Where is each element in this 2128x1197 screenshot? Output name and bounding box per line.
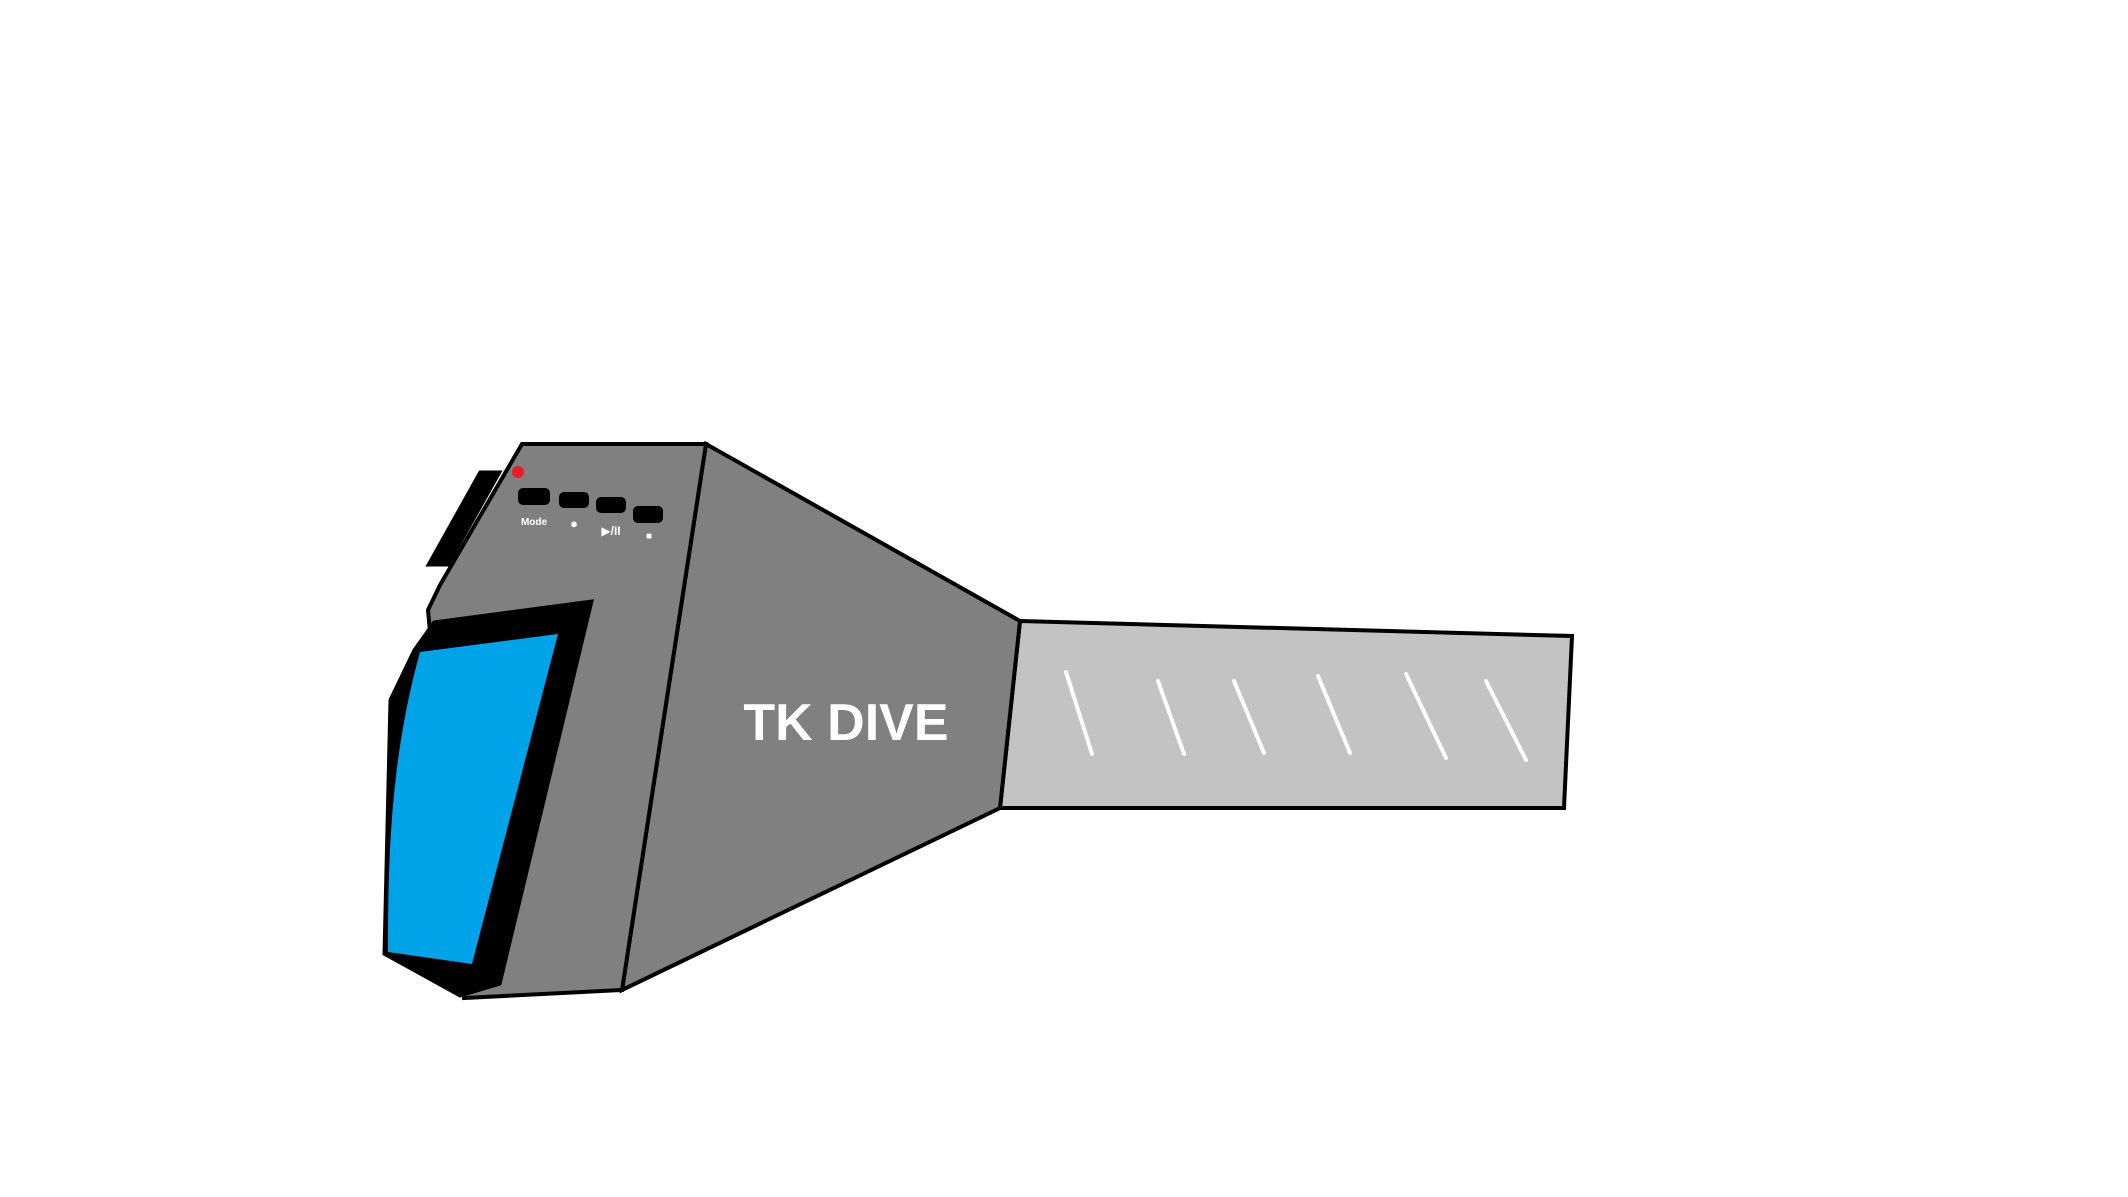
handle [997, 618, 1575, 810]
mode-label: Mode [521, 517, 548, 528]
visor-shade [425, 470, 503, 567]
play-pause-label: ▶/II [601, 524, 620, 538]
stop-label: ■ [646, 531, 652, 542]
screen [388, 634, 558, 964]
grip-lines [1064, 670, 1528, 762]
mode-button[interactable] [518, 488, 550, 505]
record-button[interactable] [559, 492, 589, 508]
record-label: ● [570, 516, 578, 531]
stop-button[interactable] [633, 506, 663, 523]
brand-label: TK DIVE [743, 694, 948, 752]
indicator-light [512, 466, 524, 478]
play-pause-button[interactable] [596, 497, 626, 513]
